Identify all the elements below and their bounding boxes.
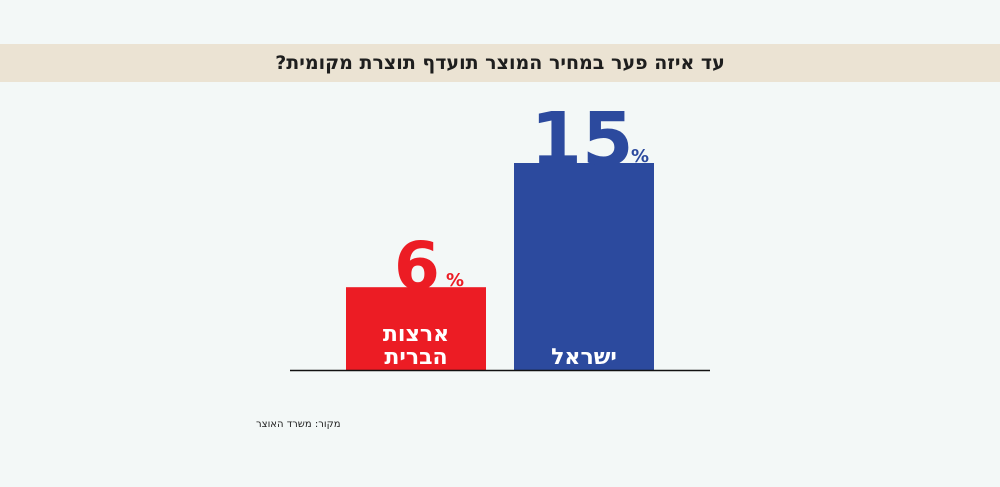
source-note: מקור: משרד האוצר (256, 419, 341, 430)
category-label-0-1: הברית (384, 345, 447, 370)
value-label-1: 15 (531, 97, 634, 183)
chart-title: עד איזה פער במחיר המוצר תועדף תוצרת מקומ… (275, 52, 725, 74)
category-label-0-0: ארצות (383, 322, 449, 347)
bar-0 (346, 287, 486, 370)
unit-label-1: % (631, 146, 649, 167)
value-label-0: 6 (394, 228, 440, 305)
title-band: עד איזה פער במחיר המוצר תועדף תוצרת מקומ… (0, 44, 1000, 82)
unit-label-0: % (446, 270, 464, 291)
bar-1 (514, 163, 654, 370)
category-label-1-0: ישראל (551, 345, 617, 370)
